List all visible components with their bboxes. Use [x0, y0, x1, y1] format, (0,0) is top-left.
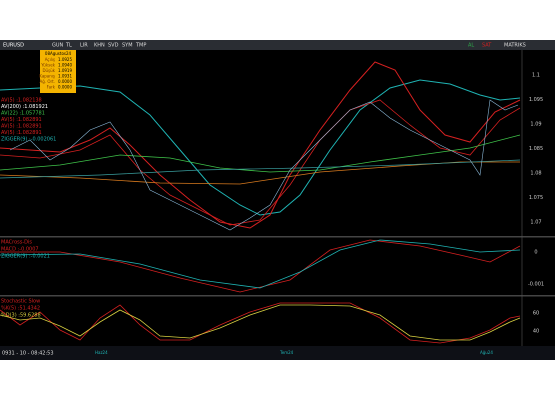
stoch-k — [0, 302, 521, 344]
toolbar-button[interactable]: KHN — [94, 43, 105, 49]
symbol-button[interactable]: EURUSD — [3, 43, 24, 49]
info-value: 1.0925 — [58, 57, 72, 62]
price-line — [0, 134, 521, 173]
axis-label: 1.09 — [530, 122, 541, 128]
price-candles — [9, 99, 519, 231]
legend-entry: %K(5) :51.4342 — [1, 306, 40, 312]
toolbar-button[interactable]: AL — [468, 43, 474, 49]
toolbar — [0, 40, 555, 50]
footer-time: 0931 - 10 - 08:42:53 — [2, 351, 54, 357]
date-label: Ağu24 — [480, 350, 493, 355]
price-line — [0, 61, 521, 229]
axis-label: 1.085 — [529, 146, 543, 152]
axis-label: 1.1 — [532, 73, 540, 79]
price-line — [0, 79, 521, 216]
info-value: 1.0919 — [58, 68, 72, 73]
divider — [0, 236, 555, 238]
toolbar-button[interactable]: SAT — [482, 43, 492, 49]
toolbar-button[interactable]: SYM — [122, 43, 133, 49]
info-label: Ağ. Ort. — [40, 79, 55, 84]
info-value: 1.0940 — [58, 63, 72, 68]
info-label: Düşük — [42, 68, 55, 73]
info-value: 0.0000 — [58, 79, 72, 84]
info-value: 1.0931 — [58, 74, 72, 79]
toolbar-button[interactable]: GUN — [52, 43, 64, 49]
axis-label: -0.001 — [528, 282, 544, 288]
legend-entry: ZIGGER(9) :-0.002061 — [1, 137, 56, 143]
info-value: 0.0000 — [58, 85, 72, 90]
date-label: Haz24 — [95, 350, 108, 355]
axis-label: 40 — [533, 329, 539, 335]
legend-entry: %D(3) :59.6288 — [1, 313, 41, 319]
legend-entry: AV(22) :1.057781 — [1, 111, 45, 117]
info-label: Yüksek — [40, 63, 55, 68]
legend-entry: Stochastic Slow — [1, 299, 40, 305]
info-date: 08Agustos24 — [45, 51, 72, 56]
footer-bar — [0, 346, 555, 360]
legend-entry: AV(5) :1.082891 — [1, 117, 42, 123]
axis-label: 1.075 — [529, 195, 543, 201]
info-label: Kapanış — [39, 74, 55, 79]
legend-entry: AV(5) :1.082891 — [1, 124, 42, 130]
axis-label: 60 — [533, 311, 539, 317]
texts: EURUSD GUN TL LIR KHN SVD SYM TMP AL SAT MATRIKS 08… — [1, 43, 544, 357]
divider — [0, 295, 555, 297]
macd-line — [0, 239, 521, 293]
legend-entry: AV(5) :1.082138 — [1, 98, 42, 104]
price-line — [0, 159, 521, 179]
price-line — [0, 99, 521, 226]
info-box — [40, 50, 76, 93]
axis-label: 1.07 — [530, 220, 541, 226]
info-label: Açılış — [45, 57, 55, 62]
axis-label: 0 — [534, 250, 537, 256]
stoch-d — [0, 304, 521, 341]
toolbar-button[interactable]: TL — [65, 43, 72, 49]
axis-label: 1.08 — [530, 171, 541, 177]
date-label: Tem24 — [279, 350, 294, 355]
axis-label: 1.095 — [529, 97, 543, 103]
toolbar-button[interactable]: LIR — [80, 43, 88, 49]
signal-line — [0, 239, 521, 289]
toolbar-button[interactable]: SVD — [108, 43, 119, 49]
legend-entry: MACross-Dis — [1, 240, 32, 246]
toolbar-button[interactable]: MATRIKS — [504, 43, 526, 49]
info-label: Fark — [47, 85, 56, 90]
legend-entry: ZIGGER(9) :-0.0021 — [1, 254, 50, 260]
toolbar-button[interactable]: TMP — [135, 43, 146, 49]
legend-entry: MACD :-0.0007 — [1, 247, 39, 253]
legend-entry: AV(5) :1.082891 — [1, 130, 42, 136]
legend-entry: AV(200) :1.081921 — [1, 104, 48, 110]
